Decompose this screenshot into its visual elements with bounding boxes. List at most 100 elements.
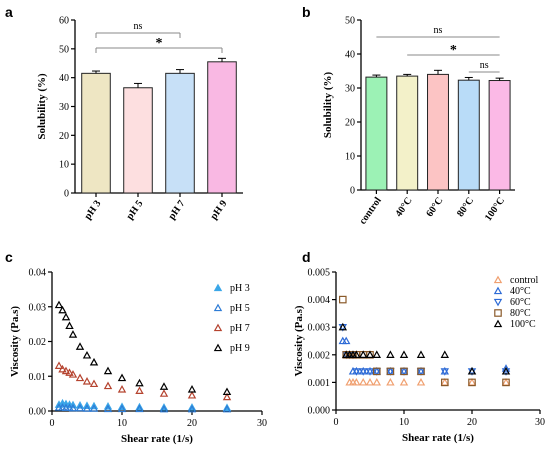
data-point — [365, 377, 375, 386]
data-point — [400, 367, 408, 376]
data-point — [372, 368, 382, 376]
data-point — [117, 385, 127, 393]
data-point — [352, 368, 361, 376]
data-point — [467, 377, 477, 386]
chart-c-viscosity-ph: 0.00 0.01 0.02 0.03 0.04 0 10 20 30 Shear rate (1… — [9, 268, 267, 446]
legend-label: 60°C — [510, 297, 531, 308]
x-tick-label: 80°C — [455, 195, 476, 219]
data-point — [416, 350, 426, 358]
chart-b-solubility-temperature: 0 10 20 30 40 50 control 40°C 60°C 80°C 100°C Solub… — [322, 16, 515, 227]
data-point — [399, 368, 409, 376]
data-point — [117, 404, 127, 413]
legend-label: pH 3 — [230, 283, 250, 294]
data-point — [386, 367, 395, 376]
y-tick-label: 30 — [345, 84, 355, 95]
data-point — [386, 377, 395, 386]
y-tick-label: 60 — [59, 16, 69, 27]
y-tick-label: 40 — [59, 73, 69, 84]
x-tick-label: 0 — [50, 418, 55, 429]
y-tick-label: 0.003 — [308, 323, 331, 334]
data-point — [373, 367, 381, 376]
x-axis-label: Shear rate (1/s) — [402, 432, 474, 444]
data-point — [222, 404, 232, 413]
data-point — [416, 377, 426, 386]
data-point — [68, 330, 78, 338]
y-axis-label: Viscosity (Pa.s) — [9, 306, 21, 377]
x-tick-label: 20 — [467, 417, 477, 428]
bar — [123, 87, 153, 194]
data-point — [416, 368, 426, 376]
data-point — [54, 300, 64, 309]
y-tick-label: 10 — [345, 152, 355, 163]
x-tick-label: pH 7 — [166, 198, 187, 221]
legend-marker — [493, 275, 503, 284]
data-point — [159, 382, 169, 390]
data-point — [75, 373, 85, 382]
data-point — [222, 392, 232, 401]
data-point — [89, 404, 99, 412]
y-tick-label: 0.004 — [308, 295, 331, 306]
data-point — [89, 379, 99, 388]
bar — [207, 61, 237, 194]
data-point — [65, 368, 74, 376]
chart-a-solubility-ph: 0 10 20 30 40 50 60 pH 3 pH 5 pH 7 pH 9 Solubility … — [36, 16, 243, 222]
legend-marker — [213, 343, 223, 352]
panel-letter-d: d — [302, 249, 311, 265]
data-point — [89, 357, 99, 366]
legend-label: pH 7 — [230, 323, 250, 334]
data-point — [82, 377, 92, 385]
data-point — [187, 385, 197, 393]
x-tick-label: 30 — [257, 418, 267, 429]
data-point — [365, 350, 375, 358]
panel-letter-b: b — [302, 4, 311, 20]
legend-label: 40°C — [510, 286, 531, 297]
y-tick-label: 0.03 — [29, 302, 47, 313]
data-point — [501, 366, 511, 375]
y-tick-label: 0.01 — [29, 372, 47, 383]
data-point — [135, 386, 144, 395]
data-point — [187, 390, 197, 399]
x-tick-label: 100°C — [483, 195, 507, 223]
y-tick-label: 10 — [59, 160, 69, 171]
data-point — [222, 387, 232, 396]
y-tick-label: 30 — [59, 102, 69, 113]
data-point — [386, 350, 395, 358]
x-tick-label: 20 — [187, 418, 197, 429]
data-point — [159, 404, 169, 413]
data-point — [58, 364, 67, 373]
data-point — [135, 404, 144, 413]
data-point — [68, 370, 78, 378]
data-point — [117, 373, 127, 382]
x-tick-label: 30 — [535, 417, 545, 428]
y-tick-label: 0.002 — [308, 350, 331, 361]
legend-marker — [213, 323, 223, 332]
legend-label: 80°C — [510, 308, 531, 319]
bar — [165, 72, 195, 194]
bar — [365, 76, 388, 191]
data-point — [358, 368, 368, 376]
y-tick-label: 50 — [345, 16, 355, 27]
data-point — [399, 350, 409, 358]
y-tick-label: 0.04 — [29, 268, 47, 279]
data-point — [417, 367, 425, 376]
x-tick-label: 60°C — [424, 195, 445, 219]
data-point — [61, 312, 71, 321]
significance-label: ns — [480, 60, 489, 71]
data-point — [65, 321, 74, 330]
significance-label: ns — [134, 21, 143, 32]
data-point — [159, 389, 169, 397]
data-point — [440, 377, 450, 386]
y-tick-label: 20 — [345, 118, 355, 129]
data-point — [103, 366, 113, 375]
x-tick-label: 0 — [334, 417, 339, 428]
legend-label: control — [510, 275, 539, 286]
y-tick-label: 0.000 — [308, 406, 331, 417]
legend-label: pH 5 — [230, 303, 250, 314]
significance-label: * — [156, 36, 163, 51]
data-point — [68, 403, 78, 412]
data-point — [187, 404, 197, 413]
data-point — [501, 377, 511, 386]
chart-d-viscosity-temperature: 0.000 0.001 0.002 0.003 0.004 0.005 0 10 20 30 She… — [293, 268, 545, 445]
y-axis-label: Solubility (%) — [36, 73, 48, 140]
